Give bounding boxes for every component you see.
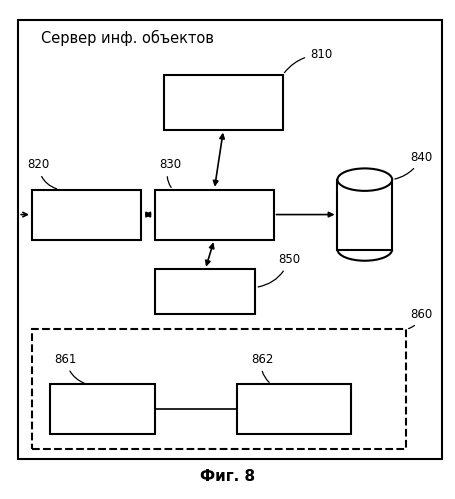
Text: Сервер инф. объектов: Сервер инф. объектов [41, 30, 213, 46]
Bar [237, 384, 350, 434]
Text: Фиг. 8: Фиг. 8 [200, 469, 255, 484]
Ellipse shape [337, 169, 391, 191]
Bar [337, 180, 391, 250]
Text: 860: 860 [408, 308, 432, 328]
Bar [32, 329, 405, 449]
Text: 850: 850 [258, 253, 300, 287]
Bar [50, 384, 155, 434]
Text: 862: 862 [250, 353, 273, 382]
Bar [164, 75, 282, 130]
Text: 840: 840 [394, 151, 432, 179]
Bar [18, 20, 441, 459]
Bar [32, 190, 141, 240]
Bar [155, 269, 255, 314]
Text: 830: 830 [159, 158, 182, 188]
Text: 861: 861 [55, 353, 84, 383]
Text: 820: 820 [27, 158, 56, 189]
Text: 810: 810 [284, 48, 332, 73]
Bar [155, 190, 273, 240]
